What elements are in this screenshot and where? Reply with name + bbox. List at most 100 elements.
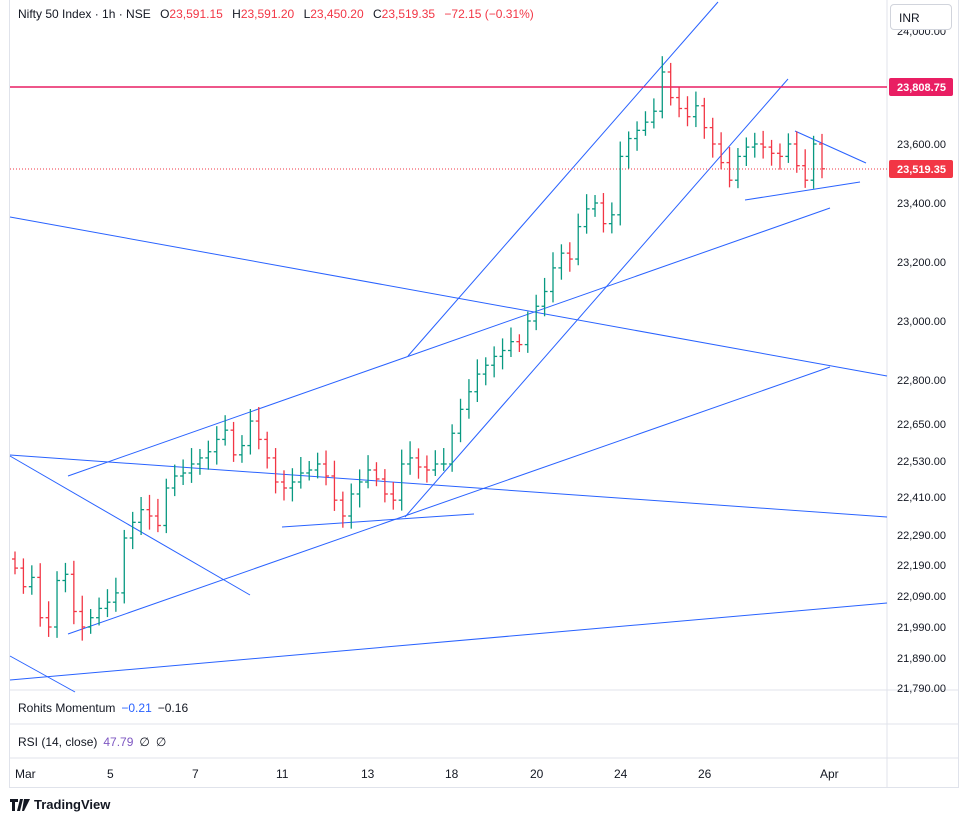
- ohlc-bar: [440, 448, 447, 471]
- ohlc-bar: [12, 551, 18, 575]
- trendline: [794, 130, 867, 164]
- ohlc-bar: [96, 597, 103, 626]
- ohlc-bar: [516, 334, 523, 352]
- ohlc-bar: [423, 455, 430, 483]
- ohlc-bar: [642, 111, 649, 136]
- symbol-name: Nifty 50 Index · 1h · NSE: [18, 7, 151, 21]
- ohlc-bar: [415, 448, 422, 479]
- time-tick-label: 13: [361, 767, 375, 781]
- ohlc-bar: [449, 424, 456, 472]
- ohlc-bar: [718, 132, 725, 170]
- ohlc-bar: [776, 143, 783, 170]
- ohlc-bar: [281, 470, 287, 501]
- ohlc-bar: [558, 244, 565, 280]
- price-tick-label: 23,000.00: [897, 316, 946, 328]
- ohlc-bar: [297, 456, 304, 489]
- currency-button[interactable]: INR: [890, 4, 952, 30]
- ohlc-bar: [575, 213, 582, 266]
- price-tick-label: 23,600.00: [897, 139, 946, 151]
- momentum-name: Rohits Momentum: [18, 701, 116, 715]
- ohlc-bar: [87, 609, 94, 634]
- ohlc-bar: [171, 464, 178, 497]
- time-tick-label: 5: [107, 767, 114, 781]
- ohlc-bar: [104, 589, 111, 618]
- time-tick-label: Apr: [820, 767, 839, 781]
- ohlc-bar: [28, 565, 35, 595]
- ohlc-bar: [112, 577, 119, 612]
- rsi-name: RSI (14, close): [18, 735, 98, 749]
- ohlc-bar: [625, 131, 632, 169]
- ohlc-bar: [222, 415, 229, 446]
- ohlc-bar: [356, 469, 363, 508]
- trendline: [9, 216, 888, 377]
- ohlc-bar: [121, 529, 128, 604]
- open-label: O: [160, 7, 170, 21]
- time-tick-label: 24: [614, 767, 628, 781]
- low-value: 23,450.20: [310, 7, 364, 21]
- trendline: [281, 513, 475, 528]
- price-tick-label: 22,290.00: [897, 530, 946, 542]
- ohlc-bar: [659, 56, 666, 119]
- ohlc-bar: [819, 133, 825, 179]
- ohlc-bar: [70, 560, 77, 625]
- ohlc-bar: [54, 571, 61, 638]
- ohlc-bar: [734, 148, 741, 189]
- level-price-badge: [889, 78, 953, 96]
- ohlc-bar: [667, 62, 674, 106]
- ohlc-bar: [196, 448, 203, 475]
- trendlines[interactable]: [9, 1, 888, 693]
- ohlc-bar: [432, 450, 439, 476]
- time-tick-label: 20: [530, 767, 544, 781]
- ohlc-bar: [163, 478, 170, 534]
- ohlc-bar: [272, 448, 279, 494]
- trendline: [744, 181, 861, 201]
- ohlc-bar: [785, 133, 792, 163]
- ohlc-bar: [398, 449, 405, 511]
- ohlc-bar: [692, 91, 699, 128]
- ohlc-bar: [365, 455, 372, 489]
- time-tick-label: 7: [192, 767, 199, 781]
- ohlc-bar: [289, 468, 296, 502]
- ohlc-bar: [793, 131, 800, 173]
- price-axis: 24,000.0023,808.7523,600.0023,519.3523,4…: [889, 26, 953, 695]
- ohlc-bar: [20, 558, 27, 594]
- ohlc-bar: [701, 97, 708, 139]
- chart-frame: [9, 0, 959, 788]
- trendline: [9, 655, 76, 693]
- ohlc-bar: [348, 483, 355, 529]
- ohlc-bar: [247, 409, 254, 455]
- price-tick-label: 21,790.00: [897, 683, 946, 695]
- low-label: L: [303, 7, 311, 21]
- ohlc-bar: [709, 117, 716, 158]
- ohlc-bar: [684, 96, 691, 127]
- ohlc-bar: [482, 357, 489, 386]
- ohlc-bar: [592, 195, 599, 217]
- tradingview-logo[interactable]: TradingView: [10, 797, 110, 812]
- ohlc-bar: [507, 327, 514, 357]
- price-tick-label: 23,519.35: [897, 164, 946, 176]
- price-tick-label: 22,190.00: [897, 560, 946, 572]
- change-value: −72.15 (−0.31%): [444, 7, 534, 21]
- ohlc-bar: [499, 338, 506, 370]
- ohlc-bar: [726, 147, 733, 188]
- ohlc-bar: [238, 435, 245, 463]
- price-tick-label: 22,410.00: [897, 492, 946, 504]
- ohlc-bar: [373, 462, 380, 487]
- ohlc-bar: [323, 450, 330, 486]
- high-label: H: [232, 7, 241, 21]
- price-tick-label: 22,530.00: [897, 456, 946, 468]
- rsi-legend: RSI (14, close) 47.79 ∅ ∅: [18, 735, 166, 749]
- close-value: 23,519.35: [381, 7, 436, 21]
- trendline: [404, 78, 789, 518]
- ohlc-bar: [751, 132, 758, 158]
- trendline: [9, 454, 888, 518]
- ohlc-bar: [760, 130, 767, 159]
- price-tick-label: 21,990.00: [897, 622, 946, 634]
- symbol-legend: Nifty 50 Index · 1h · NSE O23,591.15 H23…: [18, 7, 534, 21]
- ohlc-bar: [306, 461, 313, 481]
- ohlc-bar: [180, 459, 187, 485]
- time-axis: Mar 5 7 11 13 18 20 24 26 Apr: [15, 767, 839, 781]
- ohlc-bar: [62, 562, 69, 593]
- trendline: [9, 455, 251, 596]
